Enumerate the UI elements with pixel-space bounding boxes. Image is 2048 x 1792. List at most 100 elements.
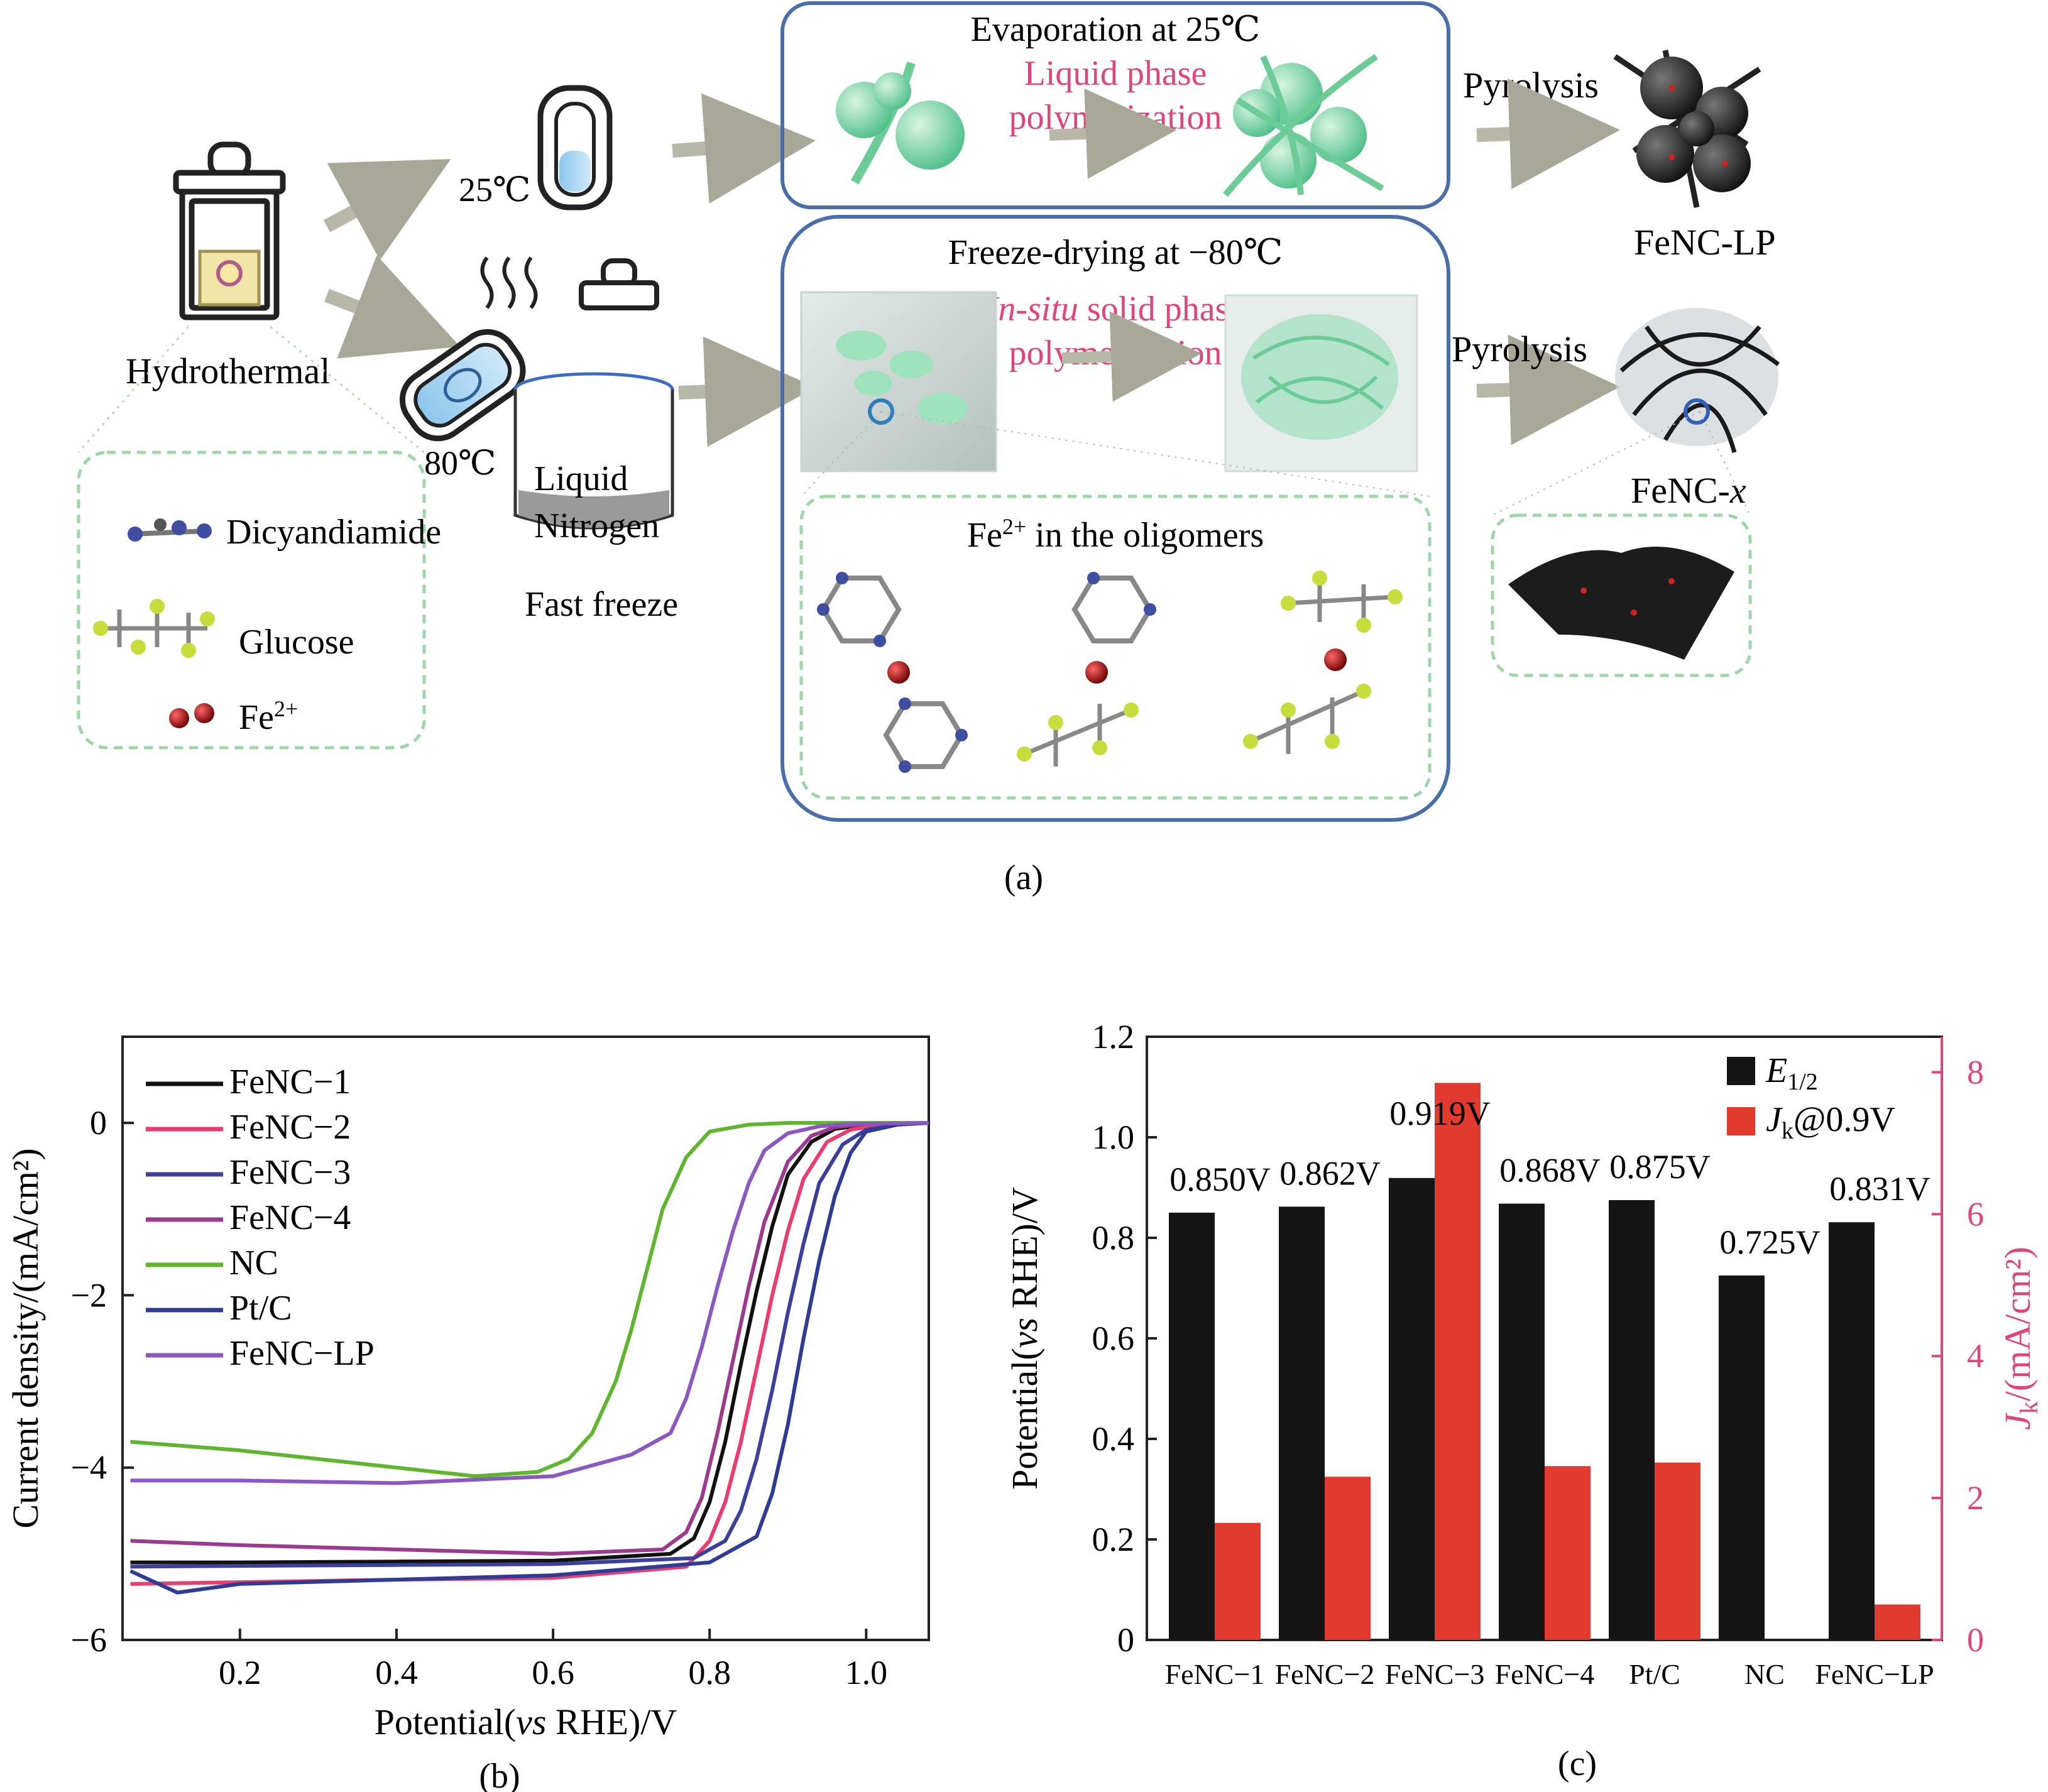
y-tick-right-label: 2: [1967, 1479, 1984, 1517]
y-tick-right-label: 8: [1967, 1053, 1984, 1091]
fe-legend-label: Fe2+: [239, 696, 298, 737]
evaporation-box: [780, 1, 1450, 209]
x-tick-label: 1.0: [845, 1654, 888, 1691]
fenc-x-network-icon: [1615, 308, 1780, 453]
arrow-icon: [1049, 88, 1176, 179]
freeze-drying-label: Freeze-drying at −80℃: [948, 233, 1283, 272]
x-tick-label: 0.4: [375, 1654, 418, 1691]
data-label: 0.875V: [1609, 1148, 1711, 1186]
pyrolysis-top-label: Pyrolysis: [1463, 65, 1599, 106]
polymerized-spheres-icon: [1223, 53, 1384, 197]
series-line-0: [130, 1121, 929, 1565]
series-line-2: [130, 1121, 929, 1569]
legend-label: FeNC−3: [229, 1153, 351, 1192]
arrow-icon: [1476, 334, 1620, 445]
polymer-network-cube-icon: [1224, 294, 1418, 473]
bar-e12-0: [1169, 1213, 1215, 1640]
sample-tube-25-icon: [537, 85, 613, 210]
bar-jk-0: [1215, 1522, 1261, 1640]
legend-label: NC: [229, 1243, 278, 1282]
panel-a-label: (a): [1004, 858, 1043, 897]
legend-label: FeNC−2: [229, 1108, 351, 1147]
legend-label: Jk@0.9V: [1766, 1100, 1895, 1144]
pyrolysis-bottom-label: Pyrolysis: [1452, 329, 1587, 369]
green-spheres-icon: [836, 62, 965, 185]
category-label: Pt/C: [1629, 1658, 1680, 1690]
plot-frame: [121, 1035, 930, 1641]
data-label: 0.919V: [1389, 1095, 1491, 1132]
arrow-icon: [678, 336, 816, 447]
dicyandiamide-icon: [128, 518, 212, 542]
fenc-lp-particles-icon: [1613, 50, 1761, 208]
fe-ion-icon: [194, 703, 214, 723]
x-tick-label: 0.8: [688, 1654, 731, 1691]
fenc-x-label: FeNC-x: [1631, 470, 1746, 511]
data-label: 0.862V: [1279, 1154, 1381, 1192]
category-label: NC: [1744, 1658, 1785, 1690]
data-label: 0.725V: [1719, 1223, 1821, 1261]
legend-label: FeNC−1: [229, 1063, 351, 1101]
oligomer-detail-box: [799, 494, 1432, 800]
bar-jk-1: [1325, 1477, 1371, 1640]
fenc-lp-label: FeNC-LP: [1634, 222, 1776, 263]
hydrothermal-label: Hydrothermal: [126, 351, 330, 391]
bar-jk-6: [1875, 1604, 1920, 1640]
y-tick-left-label: 0.6: [1092, 1319, 1135, 1357]
y-tick-right-label: 0: [1967, 1621, 1984, 1659]
panel-b-label: (b): [479, 1757, 520, 1792]
temp-25-label: 25℃: [459, 171, 530, 209]
y-tick-left-label: 0.8: [1092, 1219, 1135, 1257]
y-right-axis-label: Jk/(mA/cm²): [1997, 1247, 2043, 1430]
data-label: 0.831V: [1829, 1170, 1930, 1208]
legend-swatch: [1727, 1057, 1755, 1085]
y-left-axis-label: Potential(vs RHE)/V: [1004, 1187, 1045, 1490]
oligomer-label: Fe2+ in the oligomers: [967, 514, 1264, 555]
category-label: FeNC−3: [1385, 1658, 1485, 1690]
fenc-x-detail-box: [1491, 513, 1752, 677]
oligomer-molecule-icon: [1243, 571, 1403, 754]
insitu-label: In-situ solid phase: [986, 290, 1245, 329]
legend-label: E1/2: [1765, 1051, 1818, 1095]
bar-jk-3: [1545, 1466, 1591, 1640]
bar-e12-2: [1389, 1177, 1435, 1640]
y-tick-label: 0: [90, 1104, 107, 1142]
steam-icon: [480, 256, 538, 309]
data-label: 0.850V: [1169, 1161, 1271, 1198]
temp-80-label: 80℃: [424, 444, 496, 482]
legend-label: FeNC−LP: [229, 1334, 375, 1373]
y-tick-right-label: 4: [1967, 1337, 1984, 1375]
autoclave-icon: [173, 141, 286, 320]
sample-tube-80-icon: [399, 329, 526, 442]
category-label: FeNC−LP: [1815, 1658, 1934, 1690]
evaporation-label: Evaporation at 25℃: [971, 10, 1261, 49]
oligomer-molecule-icon: [1017, 572, 1156, 767]
bar-e12-5: [1719, 1276, 1765, 1640]
glucose-label: Glucose: [239, 623, 354, 662]
x-tick-label: 0.6: [532, 1654, 574, 1691]
legend-label: Pt/C: [229, 1289, 292, 1328]
oligomer-molecule-icon: [817, 572, 968, 773]
series-line-4: [130, 1121, 929, 1478]
arrow-icon: [324, 255, 461, 359]
series-line-5: [129, 1121, 929, 1595]
y-tick-left-label: 1.2: [1092, 1018, 1135, 1056]
y-tick-left-label: 0.4: [1092, 1420, 1135, 1458]
reagent-legend-box: [77, 451, 426, 750]
y-axis-label: Current density/(mA/cm²): [5, 1148, 46, 1528]
y-tick-label: −2: [71, 1276, 107, 1314]
bar-jk-4: [1655, 1462, 1700, 1640]
x-tick-label: 0.2: [219, 1654, 261, 1691]
panel-c-label: (c): [1558, 1744, 1597, 1783]
bar-e12-1: [1279, 1206, 1325, 1640]
line-chart-b: 0.2 0.4 0.6 0.8 1.0 0 −2 −4 −6 Potential(vs RHE)/…: [5, 1035, 930, 1792]
bar-e12-3: [1499, 1203, 1545, 1640]
fast-freeze-label: Fast freeze: [525, 585, 678, 624]
arrow-icon: [323, 159, 451, 261]
carbon-sheet-icon: [1508, 547, 1734, 660]
panel-a: Hydrothermal Dicyandiamide Glucose Fe2+: [77, 1, 1780, 897]
arrow-icon: [672, 93, 816, 204]
bar-chart-c: 0 0.2 0.4 0.6 0.8 1.0 1.2 0 2 4 6 8 Potential(vs RHE…: [1004, 1018, 2043, 1783]
y-tick-left-label: 0: [1117, 1621, 1134, 1659]
legend-label: FeNC−4: [229, 1198, 351, 1237]
